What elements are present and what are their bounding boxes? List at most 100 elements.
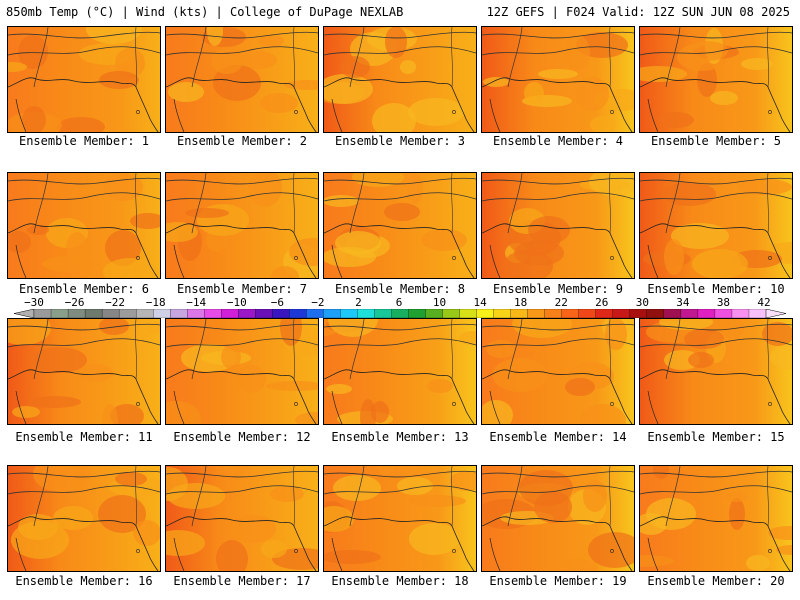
panel-label: Ensemble Member: 19 bbox=[489, 574, 627, 588]
colorbar-min-arrow bbox=[14, 309, 35, 318]
colorbar-tick-label: 6 bbox=[395, 296, 403, 309]
colorbar-swatch bbox=[544, 309, 563, 318]
colorbar-swatch bbox=[238, 309, 256, 318]
colorbar-tick-label: 42 bbox=[757, 296, 771, 309]
colorbar-swatch bbox=[442, 309, 461, 318]
map-panel-member-8 bbox=[323, 172, 477, 279]
colorbar-swatch bbox=[731, 309, 750, 318]
map-panel-member-19 bbox=[481, 465, 635, 572]
colorbar-swatch bbox=[476, 309, 495, 318]
colorbar-swatch bbox=[170, 309, 188, 318]
colorbar-tick-label: 2 bbox=[355, 296, 362, 309]
colorbar-tick-label: −14 bbox=[186, 296, 207, 309]
panel-label: Ensemble Member: 20 bbox=[647, 574, 785, 588]
map-panel-member-13 bbox=[323, 318, 477, 425]
panel-label: Ensemble Member: 9 bbox=[492, 282, 624, 296]
colorbar-tick-label: 26 bbox=[595, 296, 609, 309]
colorbar-swatch bbox=[578, 309, 597, 318]
colorbar-tick-label: −18 bbox=[145, 296, 166, 309]
map-panel-member-15 bbox=[639, 318, 793, 425]
colorbar-swatch bbox=[561, 309, 580, 318]
header: 850mb Temp (°C) | Wind (kts) | College o… bbox=[0, 0, 800, 24]
map-panel-member-1 bbox=[7, 26, 161, 133]
colorbar-swatch bbox=[425, 309, 444, 318]
colorbar-swatch bbox=[67, 309, 86, 318]
panel-label: Ensemble Member: 3 bbox=[334, 134, 466, 148]
map-panel-member-12 bbox=[165, 318, 319, 425]
colorbar-swatch bbox=[255, 309, 273, 318]
colorbar-tick-label: −26 bbox=[64, 296, 85, 309]
colorbar-swatch bbox=[204, 309, 222, 318]
map-panel-member-3 bbox=[323, 26, 477, 133]
colorbar-swatch bbox=[289, 309, 307, 318]
colorbar-swatch bbox=[612, 309, 631, 318]
colorbar-tick-label: −30 bbox=[24, 296, 44, 309]
colorbar-swatch bbox=[357, 309, 375, 318]
map-panel-member-18 bbox=[323, 465, 477, 572]
colorbar-tick-label: 22 bbox=[554, 296, 568, 309]
map-panel-member-14 bbox=[481, 318, 635, 425]
panel-label: Ensemble Member: 18 bbox=[331, 574, 469, 588]
panel-label: Ensemble Member: 17 bbox=[173, 574, 311, 588]
colorbar-tick-label: 38 bbox=[716, 296, 731, 309]
panel-label: Ensemble Member: 12 bbox=[173, 430, 311, 444]
colorbar-swatch bbox=[50, 309, 69, 318]
colorbar-swatch bbox=[135, 309, 154, 318]
map-panel-member-4 bbox=[481, 26, 635, 133]
colorbar-tick-label: 34 bbox=[676, 296, 690, 309]
map-panel-member-6 bbox=[7, 172, 161, 279]
colorbar-swatch bbox=[459, 309, 478, 318]
colorbar-strip bbox=[14, 309, 786, 318]
colorbar-tick-label: −6 bbox=[270, 296, 284, 309]
panel-label: Ensemble Member: 11 bbox=[15, 430, 153, 444]
colorbar-tick-label: 18 bbox=[514, 296, 528, 309]
temperature-colorbar: −30 −26 −22 −18 −14 −10 −6 −2 2 6 10 14 18 22 26 30 34 38… bbox=[14, 296, 786, 320]
colorbar-tick-label: −10 bbox=[226, 296, 247, 309]
colorbar-swatch bbox=[221, 309, 239, 318]
colorbar-swatch bbox=[629, 309, 648, 318]
colorbar-swatch bbox=[391, 309, 409, 318]
map-panel-member-7 bbox=[165, 172, 319, 279]
colorbar-swatch bbox=[408, 309, 426, 318]
colorbar-swatch bbox=[374, 309, 392, 318]
colorbar-swatch bbox=[340, 309, 358, 318]
colorbar-swatch bbox=[118, 309, 137, 318]
colorbar-swatch bbox=[697, 309, 716, 318]
colorbar-max-arrow bbox=[765, 309, 786, 318]
colorbar-swatch bbox=[306, 309, 324, 318]
colorbar-swatch bbox=[510, 309, 529, 318]
colorbar-swatch bbox=[493, 309, 512, 318]
map-panel-member-9 bbox=[481, 172, 635, 279]
map-title: 850mb Temp (°C) | Wind (kts) | College o… bbox=[6, 5, 404, 19]
panel-label: Ensemble Member: 4 bbox=[492, 134, 624, 148]
colorbar-swatch bbox=[33, 309, 52, 318]
colorbar-tick-label: 10 bbox=[432, 296, 447, 309]
colorbar-swatch bbox=[272, 309, 290, 318]
valid-time-title: 12Z GEFS | F024 Valid: 12Z SUN JUN 08 20… bbox=[486, 5, 790, 19]
colorbar-swatch bbox=[680, 309, 699, 318]
colorbar-tick-label: 30 bbox=[635, 296, 649, 309]
colorbar-swatch bbox=[748, 309, 767, 318]
colorbar-swatch bbox=[663, 309, 682, 318]
map-panel-member-16 bbox=[7, 465, 161, 572]
panel-label: Ensemble Member: 5 bbox=[650, 134, 782, 148]
panel-label: Ensemble Member: 13 bbox=[331, 430, 469, 444]
map-panel-member-20 bbox=[639, 465, 793, 572]
map-panel-member-2 bbox=[165, 26, 319, 133]
panel-label: Ensemble Member: 10 bbox=[647, 282, 785, 296]
panel-label: Ensemble Member: 15 bbox=[647, 430, 785, 444]
panel-label: Ensemble Member: 2 bbox=[176, 134, 308, 148]
colorbar-swatch bbox=[714, 309, 733, 318]
map-panel-member-11 bbox=[7, 318, 161, 425]
panel-label: Ensemble Member: 6 bbox=[18, 282, 150, 296]
colorbar-tick-label: 14 bbox=[473, 296, 487, 309]
colorbar-tick-label: −22 bbox=[105, 296, 126, 309]
colorbar-swatch bbox=[84, 309, 103, 318]
colorbar-swatch bbox=[527, 309, 546, 318]
colorbar-swatch bbox=[595, 309, 614, 318]
colorbar-swatch bbox=[153, 309, 171, 318]
colorbar-tick-label: −2 bbox=[311, 296, 325, 309]
colorbar-swatch bbox=[323, 309, 341, 318]
panel-label: Ensemble Member: 7 bbox=[176, 282, 308, 296]
